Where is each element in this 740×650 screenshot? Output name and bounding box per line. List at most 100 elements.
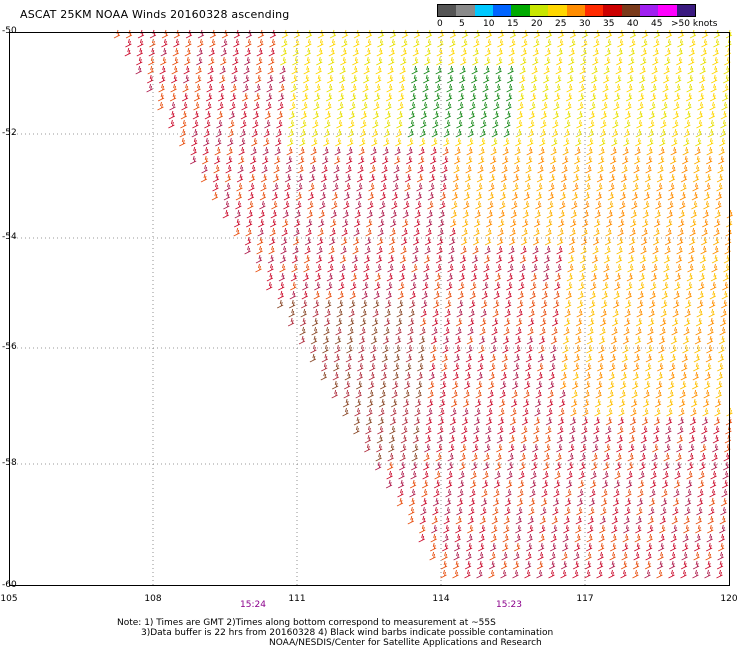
wind-barb <box>301 92 309 102</box>
wind-barb <box>722 281 729 291</box>
wind-barb <box>691 191 699 201</box>
wind-barb <box>470 281 477 291</box>
wind-barb <box>278 281 285 291</box>
wind-barb <box>643 200 650 210</box>
wind-barb <box>413 38 420 48</box>
wind-barb <box>335 128 343 138</box>
wind-barb <box>631 191 639 201</box>
wind-barb <box>721 92 729 102</box>
wind-barb <box>532 245 539 255</box>
wind-barb <box>539 128 547 138</box>
wind-barb <box>299 137 306 147</box>
wind-barb <box>676 47 684 57</box>
wind-barb <box>275 128 283 138</box>
wind-barb <box>563 128 571 138</box>
wind-barb <box>696 308 703 318</box>
wind-speed-legend: 0 5 10 15 20 25 30 35 40 45 >50 knots <box>437 4 718 32</box>
wind-barb <box>557 38 564 48</box>
wind-barb <box>316 245 323 255</box>
wind-barb <box>169 101 176 111</box>
wind-barb <box>528 299 536 309</box>
wind-barb <box>535 200 542 210</box>
wind-barb <box>592 47 600 57</box>
wind-barb <box>552 119 559 129</box>
wind-barb <box>482 281 489 291</box>
wind-barb <box>161 38 168 48</box>
wind-barb <box>383 128 391 138</box>
wind-barb <box>193 101 200 111</box>
wind-barb <box>529 290 537 300</box>
wind-barb <box>124 47 132 57</box>
wind-barb <box>355 200 362 210</box>
wind-barb <box>449 218 457 228</box>
wind-barb <box>518 74 526 84</box>
wind-barb <box>559 191 567 201</box>
wind-barb <box>564 110 572 120</box>
wind-barb <box>182 74 190 84</box>
wind-barb <box>604 236 612 246</box>
wind-barb <box>545 38 552 48</box>
wind-barb <box>245 227 252 237</box>
wind-barb <box>228 119 235 129</box>
wind-barb <box>640 236 648 246</box>
wind-barb <box>297 155 305 165</box>
wind-barb <box>604 56 611 66</box>
wind-barb <box>160 47 168 57</box>
wind-barb <box>384 110 392 120</box>
wind-barb <box>518 272 526 282</box>
legend-swatch <box>438 5 457 16</box>
wind-barb <box>400 56 407 66</box>
wind-barb <box>284 173 292 183</box>
legend-swatch <box>676 5 696 16</box>
wind-barb <box>661 101 668 111</box>
wind-barb <box>540 119 547 129</box>
wind-barb <box>626 83 633 93</box>
wind-barb <box>382 146 389 156</box>
wind-barb <box>457 92 465 102</box>
wind-barb <box>465 164 472 174</box>
wind-barb <box>661 92 669 102</box>
wind-barb <box>666 209 674 219</box>
wind-barb <box>280 236 288 246</box>
wind-barb <box>688 236 696 246</box>
wind-barb <box>720 119 727 129</box>
wind-barb <box>593 227 600 237</box>
wind-barb <box>612 308 619 318</box>
wind-barb <box>583 191 591 201</box>
wind-barb <box>396 299 404 309</box>
wind-barb <box>398 83 405 93</box>
wind-barb <box>511 200 518 210</box>
wind-barb <box>206 83 213 93</box>
wind-barb <box>296 182 303 192</box>
wind-barb <box>411 65 418 75</box>
wind-barb <box>201 164 208 174</box>
wind-barb <box>693 155 701 165</box>
wind-barb <box>232 47 240 57</box>
wind-barb <box>612 299 620 309</box>
wind-barb <box>213 155 221 165</box>
wind-barb <box>208 47 216 57</box>
wind-barb <box>541 101 548 111</box>
wind-barb <box>242 74 250 84</box>
wind-barb <box>626 74 634 84</box>
wind-barb <box>267 65 274 75</box>
wind-barb <box>227 128 235 138</box>
wind-barb <box>433 101 440 111</box>
wind-barb <box>255 65 262 75</box>
wind-barb <box>455 137 462 147</box>
wind-barb <box>461 227 468 237</box>
wind-barb <box>612 119 619 129</box>
wind-barb <box>373 290 381 300</box>
wind-barb <box>294 209 302 219</box>
wind-barb <box>506 281 513 291</box>
wind-barb <box>428 173 436 183</box>
wind-barb <box>337 92 345 102</box>
wind-barb <box>638 74 646 84</box>
wind-barb <box>323 137 330 147</box>
wind-barb <box>512 182 519 192</box>
wind-barb <box>472 245 479 255</box>
wind-barb <box>657 155 665 165</box>
wind-barb <box>477 164 484 174</box>
wind-barb <box>373 101 380 111</box>
